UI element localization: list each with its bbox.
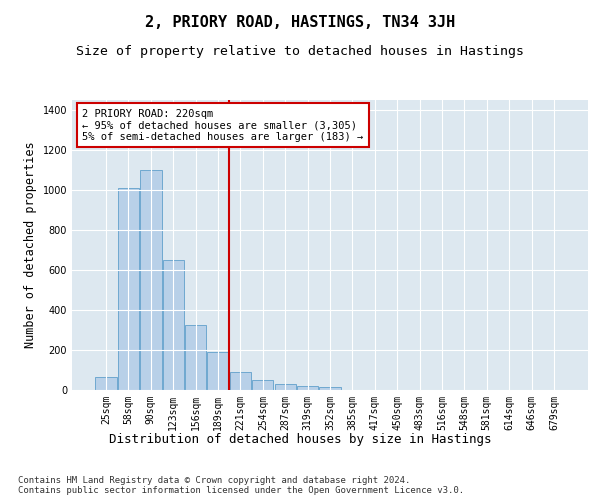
Bar xyxy=(230,372,251,390)
Bar xyxy=(95,377,117,390)
Bar xyxy=(118,188,139,390)
Bar xyxy=(185,325,206,390)
Bar xyxy=(297,386,318,390)
Text: Size of property relative to detached houses in Hastings: Size of property relative to detached ho… xyxy=(76,45,524,58)
Y-axis label: Number of detached properties: Number of detached properties xyxy=(24,142,37,348)
Text: 2, PRIORY ROAD, HASTINGS, TN34 3JH: 2, PRIORY ROAD, HASTINGS, TN34 3JH xyxy=(145,15,455,30)
Bar xyxy=(275,384,296,390)
Text: Distribution of detached houses by size in Hastings: Distribution of detached houses by size … xyxy=(109,432,491,446)
Bar xyxy=(163,260,184,390)
Text: Contains HM Land Registry data © Crown copyright and database right 2024.
Contai: Contains HM Land Registry data © Crown c… xyxy=(18,476,464,495)
Text: 2 PRIORY ROAD: 220sqm
← 95% of detached houses are smaller (3,305)
5% of semi-de: 2 PRIORY ROAD: 220sqm ← 95% of detached … xyxy=(82,108,364,142)
Bar xyxy=(319,387,341,390)
Bar xyxy=(208,352,229,390)
Bar xyxy=(252,380,274,390)
Bar xyxy=(140,170,161,390)
